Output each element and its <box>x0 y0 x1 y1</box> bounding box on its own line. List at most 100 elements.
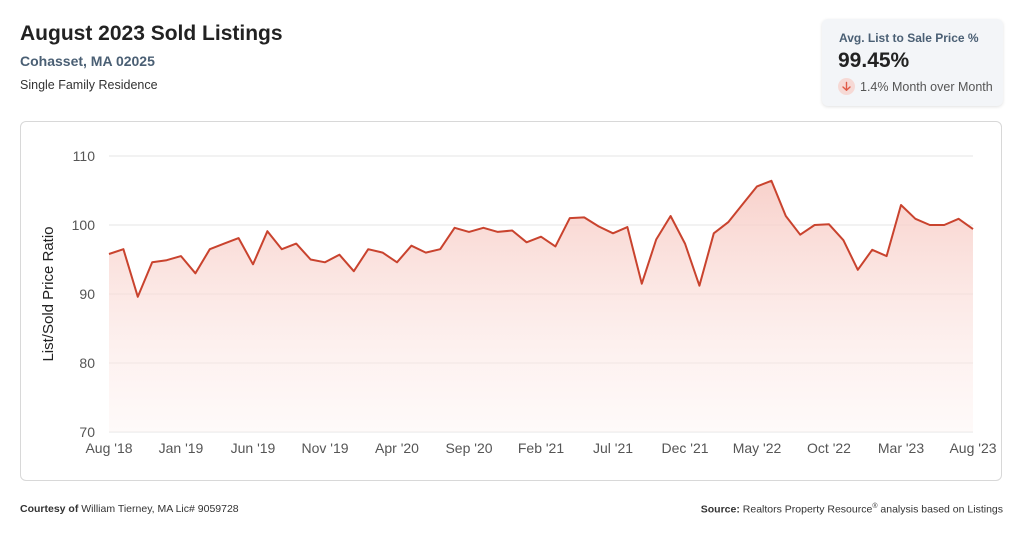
y-tick-label: 70 <box>79 424 95 440</box>
source-footer: Source: Realtors Property Resource® anal… <box>701 503 1003 516</box>
data-point-43 <box>726 220 730 224</box>
x-tick-label: Apr '20 <box>375 440 419 456</box>
data-point-51 <box>841 238 845 242</box>
data-point-48 <box>798 233 802 237</box>
data-point-53 <box>870 248 874 252</box>
data-point-24 <box>453 226 457 230</box>
data-point-16 <box>337 253 341 257</box>
data-point-11 <box>265 229 269 233</box>
data-point-10 <box>251 262 255 266</box>
page-title: August 2023 Sold Listings <box>20 22 283 45</box>
data-point-56 <box>913 217 917 221</box>
x-tick-label: Feb '21 <box>518 440 564 456</box>
data-point-40 <box>683 242 687 246</box>
y-tick-label: 90 <box>79 286 95 302</box>
data-point-3 <box>150 260 154 264</box>
y-tick-label: 110 <box>73 148 96 164</box>
data-point-44 <box>741 202 745 206</box>
x-tick-label: Jul '21 <box>593 440 633 456</box>
data-point-52 <box>856 268 860 272</box>
registered-mark: ® <box>872 503 878 510</box>
data-point-35 <box>611 231 615 235</box>
data-point-32 <box>568 216 572 220</box>
data-point-4 <box>165 258 169 262</box>
data-point-22 <box>424 251 428 255</box>
kpi-card: Avg. List to Sale Price % 99.45% 1.4% Mo… <box>822 19 1003 106</box>
data-point-25 <box>467 230 471 234</box>
data-point-15 <box>323 260 327 264</box>
series-line <box>108 179 974 298</box>
axis-layer: 70 80 90 100 110 List/Sold Price Ratio Aug '18… <box>40 148 997 456</box>
kpi-change-text: 1.4% Month over Month <box>860 79 993 94</box>
data-point-47 <box>784 214 788 218</box>
chart-container: 70 80 90 100 110 List/Sold Price Ratio Aug '18… <box>20 121 1002 481</box>
data-point-45 <box>755 184 759 188</box>
kpi-value: 99.45% <box>838 49 910 72</box>
data-point-19 <box>381 251 385 255</box>
data-point-20 <box>395 260 399 264</box>
data-point-18 <box>366 247 370 251</box>
data-point-2 <box>136 295 140 299</box>
x-tick-label: Jun '19 <box>231 440 276 456</box>
data-point-39 <box>669 214 673 218</box>
y-tick-label: 100 <box>72 217 96 233</box>
data-point-31 <box>553 244 557 248</box>
data-point-42 <box>712 231 716 235</box>
data-point-9 <box>237 236 241 240</box>
data-point-50 <box>827 222 831 226</box>
courtesy-text: William Tierney, MA Lic# 9059728 <box>81 503 239 515</box>
data-point-49 <box>813 223 817 227</box>
data-point-60 <box>971 227 975 231</box>
data-point-28 <box>510 229 514 233</box>
data-point-0 <box>107 252 111 256</box>
x-tick-label: Dec '21 <box>661 440 708 456</box>
courtesy-footer: Courtesy of William Tierney, MA Lic# 905… <box>20 503 239 515</box>
data-point-13 <box>294 242 298 246</box>
data-point-37 <box>640 282 644 286</box>
x-tick-label: Jan '19 <box>159 440 204 456</box>
kpi-change: 1.4% Month over Month <box>838 78 993 95</box>
data-point-34 <box>597 224 601 228</box>
data-point-5 <box>179 254 183 258</box>
x-tick-label: Aug '18 <box>85 440 132 456</box>
data-point-38 <box>654 238 658 242</box>
data-point-21 <box>409 244 413 248</box>
y-tick-label: 80 <box>79 355 95 371</box>
data-point-57 <box>928 223 932 227</box>
data-point-33 <box>582 215 586 219</box>
property-type-label: Single Family Residence <box>20 78 158 92</box>
x-tick-label: Mar '23 <box>878 440 924 456</box>
data-point-29 <box>525 240 529 244</box>
chart-svg: 70 80 90 100 110 List/Sold Price Ratio Aug '18… <box>40 148 997 456</box>
x-tick-label: Nov '19 <box>301 440 348 456</box>
data-point-7 <box>208 247 212 251</box>
courtesy-label: Courtesy of <box>20 503 79 515</box>
x-tick-label: Aug '23 <box>949 440 996 456</box>
location-subtitle: Cohasset, MA 02025 <box>20 53 155 69</box>
data-point-36 <box>625 225 629 229</box>
source-label: Source: <box>700 503 740 516</box>
data-point-17 <box>352 269 356 273</box>
area-layer <box>107 179 975 432</box>
data-point-30 <box>539 235 543 239</box>
data-point-26 <box>481 226 485 230</box>
data-point-54 <box>885 254 889 258</box>
data-point-12 <box>280 247 284 251</box>
source-text-b: analysis based on Listings <box>877 503 1003 516</box>
data-point-23 <box>438 247 442 251</box>
data-point-55 <box>899 203 903 207</box>
arrow-down-icon <box>838 78 855 95</box>
data-point-1 <box>121 247 125 251</box>
y-axis-label: List/Sold Price Ratio <box>40 226 57 361</box>
data-point-41 <box>697 284 701 288</box>
data-point-59 <box>957 217 961 221</box>
data-point-8 <box>222 242 226 246</box>
data-point-58 <box>942 223 946 227</box>
source-text-a: Realtors Property Resource <box>742 503 873 516</box>
kpi-label: Avg. List to Sale Price % <box>839 31 979 45</box>
x-tick-label: Sep '20 <box>445 440 492 456</box>
series-area <box>109 180 973 432</box>
data-point-46 <box>769 179 773 183</box>
data-point-14 <box>309 258 313 262</box>
